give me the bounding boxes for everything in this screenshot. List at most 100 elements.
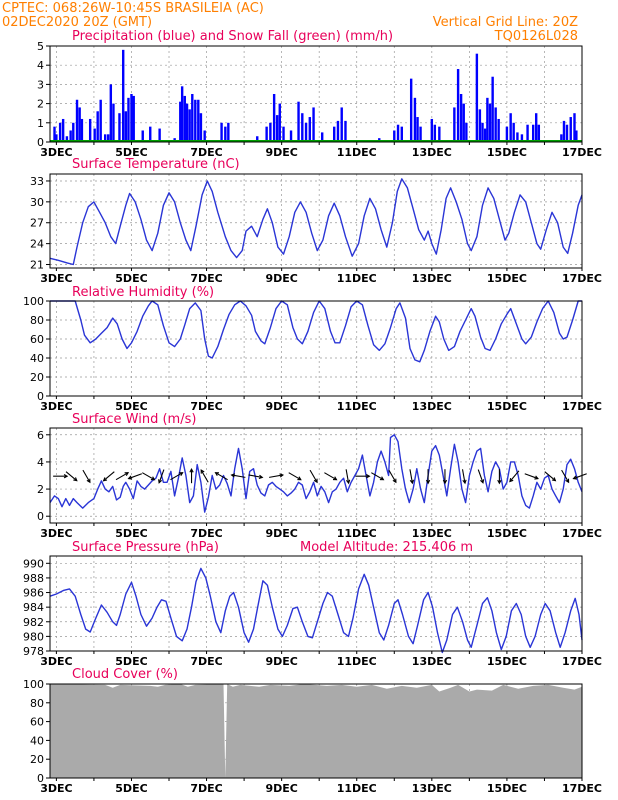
precip-bar xyxy=(308,117,312,142)
wind-title: Surface Wind (m/s) xyxy=(72,412,196,427)
wind-arrow-shaft xyxy=(142,472,155,481)
wind-arrow xyxy=(115,472,130,481)
temperature-ytick-label: 27 xyxy=(30,217,44,230)
cloud-ytick-label: 40 xyxy=(30,734,44,747)
model-code: TQ0126L028 xyxy=(494,29,578,44)
precip-bar xyxy=(58,122,62,142)
precip-bar xyxy=(127,97,130,142)
precip-bar xyxy=(224,126,227,142)
pressure-xtick-label: 15DEC xyxy=(487,655,527,668)
precip-bar xyxy=(65,136,69,142)
wind-arrow-shaft xyxy=(158,469,165,483)
precip-bar xyxy=(573,113,576,142)
wind-arrow-head xyxy=(258,474,264,480)
precip-bar xyxy=(78,107,81,142)
temperature-frame xyxy=(49,173,583,269)
precip-bar xyxy=(93,128,96,142)
humidity-ytick-label: 100 xyxy=(23,295,44,308)
cloud-xtick-label: 15DEC xyxy=(487,782,527,795)
humidity-frame xyxy=(49,300,583,397)
wind-arrow-head xyxy=(409,479,415,485)
wind-arrow-head xyxy=(345,479,351,485)
wind-arrow-shaft xyxy=(248,474,263,478)
precip-bar xyxy=(122,49,125,143)
pressure-ytick-label: 990 xyxy=(23,557,44,570)
precip-bar xyxy=(69,130,72,142)
station-header: CPTEC: 068:26W-10:45S BRASILEIA (AC) xyxy=(2,1,264,16)
cloud-area xyxy=(50,684,582,778)
humidity-line xyxy=(50,300,582,363)
pressure-xtick-label: 13DEC xyxy=(412,655,452,668)
precip-bar xyxy=(456,69,460,142)
temperature-xtick-label: 5DEC xyxy=(115,272,147,285)
precip-title: Precipitation (blue) and Snow Fall (gree… xyxy=(72,29,393,44)
wind-arrow xyxy=(269,473,285,478)
pressure-ytick-label: 988 xyxy=(23,572,44,585)
precip-bar xyxy=(112,103,115,142)
wind-arrow-head xyxy=(534,475,539,480)
wind-panel: 0 2 4 6 3DEC 5DEC 7DEC 9DEC 11DEC 13DEC 15DEC 17DEC xyxy=(37,427,602,540)
precip-xtick-label: 9DEC xyxy=(265,146,297,159)
wind-arrow-head xyxy=(189,468,194,473)
precip-bar xyxy=(220,122,223,142)
humidity-ytick-label: 40 xyxy=(30,352,44,365)
precip-bar xyxy=(256,136,259,142)
temperature-xtick-label: 13DEC xyxy=(412,272,452,285)
wind-line xyxy=(49,434,583,513)
wind-arrow-head xyxy=(425,479,431,485)
wind-arrow-shaft xyxy=(324,472,337,481)
precip-xtick-label: 13DEC xyxy=(412,146,452,159)
precip-ytick-label: 0 xyxy=(37,136,44,149)
precip-bar xyxy=(141,130,144,142)
wind-arrow xyxy=(288,472,302,481)
precip-bar xyxy=(297,101,300,142)
precip-bar xyxy=(486,97,489,142)
humidity-ytick-label: 80 xyxy=(30,314,44,327)
wind-arrow-shaft xyxy=(509,470,520,482)
wind-arrow xyxy=(53,474,69,479)
cloud-ytick-label: 60 xyxy=(30,716,44,729)
precip-bar xyxy=(562,120,566,142)
precip-bar xyxy=(430,118,434,142)
wind-arrow-head xyxy=(551,477,557,482)
wind-arrow-head xyxy=(158,479,163,484)
wind-arrow-head xyxy=(497,479,502,485)
wind-arrow xyxy=(170,472,184,481)
precip-bar xyxy=(396,124,400,142)
wind-arrow-head xyxy=(442,479,448,485)
precip-bar xyxy=(494,107,497,142)
cloud-ytick-label: 80 xyxy=(30,697,44,710)
precip-bar xyxy=(75,99,79,142)
wind-xtick-label: 11DEC xyxy=(337,527,377,540)
wind-arrow xyxy=(82,469,91,484)
wind-arrow-head xyxy=(102,477,108,482)
wind-arrow-shaft xyxy=(170,472,183,481)
pressure-ytick-label: 982 xyxy=(23,616,44,629)
precip-bar xyxy=(289,130,293,142)
cloud-xtick-label: 7DEC xyxy=(190,782,222,795)
precip-bar xyxy=(491,76,494,142)
temperature-ytick-label: 24 xyxy=(30,238,44,251)
precip-frame xyxy=(49,45,583,143)
temperature-xtick-label: 7DEC xyxy=(190,272,222,285)
wind-ytick-label: 0 xyxy=(37,510,44,523)
precip-bar xyxy=(158,128,161,142)
wind-arrow-shaft xyxy=(269,474,284,478)
precip-bar xyxy=(180,86,184,142)
wind-xtick-label: 13DEC xyxy=(412,527,452,540)
precip-bar xyxy=(516,132,519,142)
temperature-xtick-label: 3DEC xyxy=(40,272,72,285)
temperature-line xyxy=(49,178,583,266)
precip-bar xyxy=(526,124,529,142)
precip-bar xyxy=(512,122,515,142)
wind-arrow xyxy=(442,469,448,485)
wind-arrow xyxy=(214,472,228,481)
wind-arrow xyxy=(561,469,570,484)
wind-arrow-shaft xyxy=(115,472,129,481)
precip-bar xyxy=(53,126,56,142)
precip-bar xyxy=(301,113,304,142)
precip-bar xyxy=(505,126,509,142)
precip-bar xyxy=(438,126,441,142)
wind-frame xyxy=(49,427,583,524)
